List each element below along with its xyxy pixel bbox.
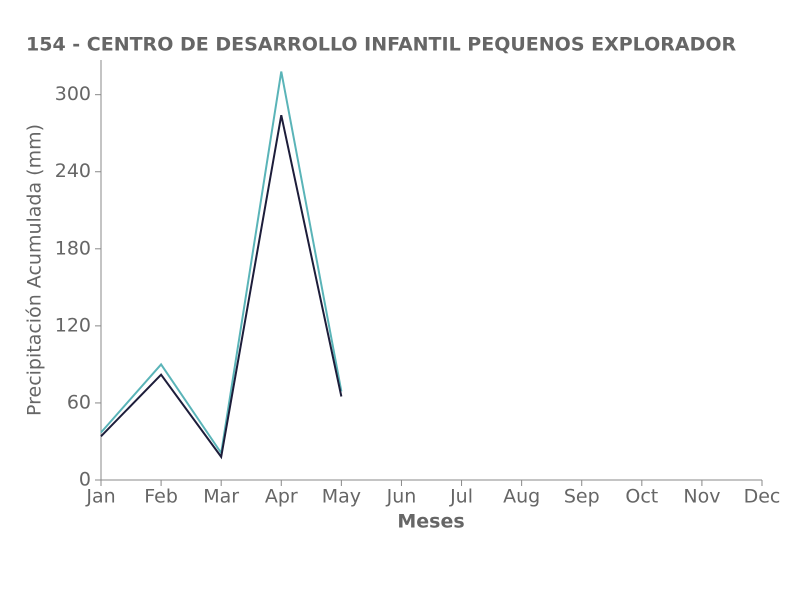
x-tick-label: Nov [683, 486, 720, 508]
y-tick-label: 180 [55, 237, 91, 259]
series-line [100, 115, 343, 460]
series-line [100, 71, 343, 456]
x-tick-label: Sep [564, 486, 600, 508]
y-tick-label: 60 [67, 391, 91, 413]
y-tick-label: 300 [55, 83, 91, 105]
y-tick-label: 240 [55, 160, 91, 182]
y-tick-label: 120 [55, 314, 91, 336]
x-tick-label: Apr [265, 486, 298, 508]
x-tick-label: Jun [386, 486, 417, 508]
x-tick-label: Feb [144, 486, 178, 508]
x-axis-label: Meses [397, 511, 464, 533]
y-tick-label: 0 [79, 469, 91, 491]
x-tick-label: Jan [85, 486, 115, 508]
y-axis-label: Precipitación Acumulada (mm) [24, 124, 46, 416]
x-tick-label: Dec [744, 486, 781, 508]
x-tick-label: Mar [203, 486, 239, 508]
x-tick-label: Oct [625, 486, 658, 508]
x-tick-label: Jul [449, 486, 473, 508]
x-tick-label: May [322, 486, 361, 508]
chart-title: 154 - CENTRO DE DESARROLLO INFANTIL PEQU… [26, 34, 737, 56]
x-tick-label: Aug [503, 486, 540, 508]
